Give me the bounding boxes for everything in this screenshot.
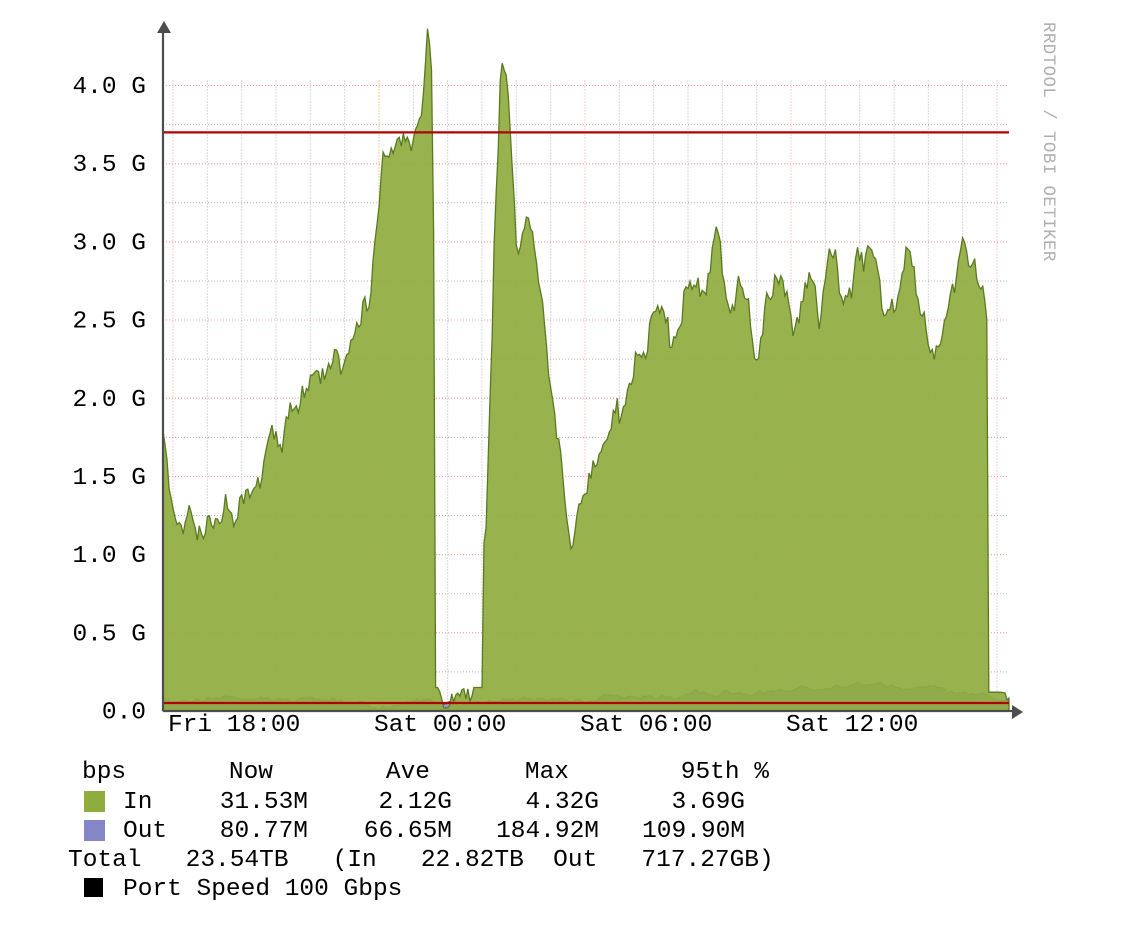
svg-text:Sat 00:00: Sat 00:00	[374, 712, 506, 739]
svg-text:31.53M: 31.53M	[220, 789, 308, 816]
svg-text:0.0: 0.0	[102, 700, 146, 727]
svg-text:0.5 G: 0.5 G	[72, 621, 146, 648]
svg-text:Now: Now	[229, 759, 273, 786]
svg-text:Port Speed 100 Gbps: Port Speed 100 Gbps	[123, 876, 402, 903]
svg-text:184.92M: 184.92M	[496, 818, 599, 845]
svg-text:In: In	[123, 789, 152, 816]
svg-text:Max: Max	[525, 759, 569, 786]
svg-text:2.12G: 2.12G	[378, 789, 452, 816]
svg-text:80.77M: 80.77M	[220, 818, 308, 845]
svg-text:Ave: Ave	[386, 759, 430, 786]
svg-text:2.0 G: 2.0 G	[72, 387, 146, 414]
svg-text:Sat 12:00: Sat 12:00	[786, 712, 918, 739]
svg-text:3.0 G: 3.0 G	[72, 230, 146, 257]
svg-text:4.0 G: 4.0 G	[72, 74, 146, 101]
svg-text:4.32G: 4.32G	[525, 789, 599, 816]
svg-text:95th %: 95th %	[681, 759, 770, 786]
svg-text:Fri 18:00: Fri 18:00	[168, 712, 300, 739]
svg-text:109.90M: 109.90M	[642, 818, 745, 845]
svg-text:RRDTOOL / TOBI OETIKER: RRDTOOL / TOBI OETIKER	[1038, 22, 1058, 262]
svg-text:1.5 G: 1.5 G	[72, 465, 146, 492]
svg-text:66.65M: 66.65M	[364, 818, 452, 845]
svg-text:bps: bps	[82, 759, 126, 786]
svg-text:3.69G: 3.69G	[671, 789, 745, 816]
svg-text:Total 23.54TB (In 22.82T: Total 23.54TB (In 22.82TB Out 717.27GB)	[68, 847, 774, 874]
svg-text:3.5 G: 3.5 G	[72, 152, 146, 179]
svg-text:Out: Out	[123, 818, 167, 845]
svg-text:2.5 G: 2.5 G	[72, 309, 146, 336]
svg-text:1.0 G: 1.0 G	[72, 543, 146, 570]
svg-text:Sat 06:00: Sat 06:00	[580, 712, 712, 739]
